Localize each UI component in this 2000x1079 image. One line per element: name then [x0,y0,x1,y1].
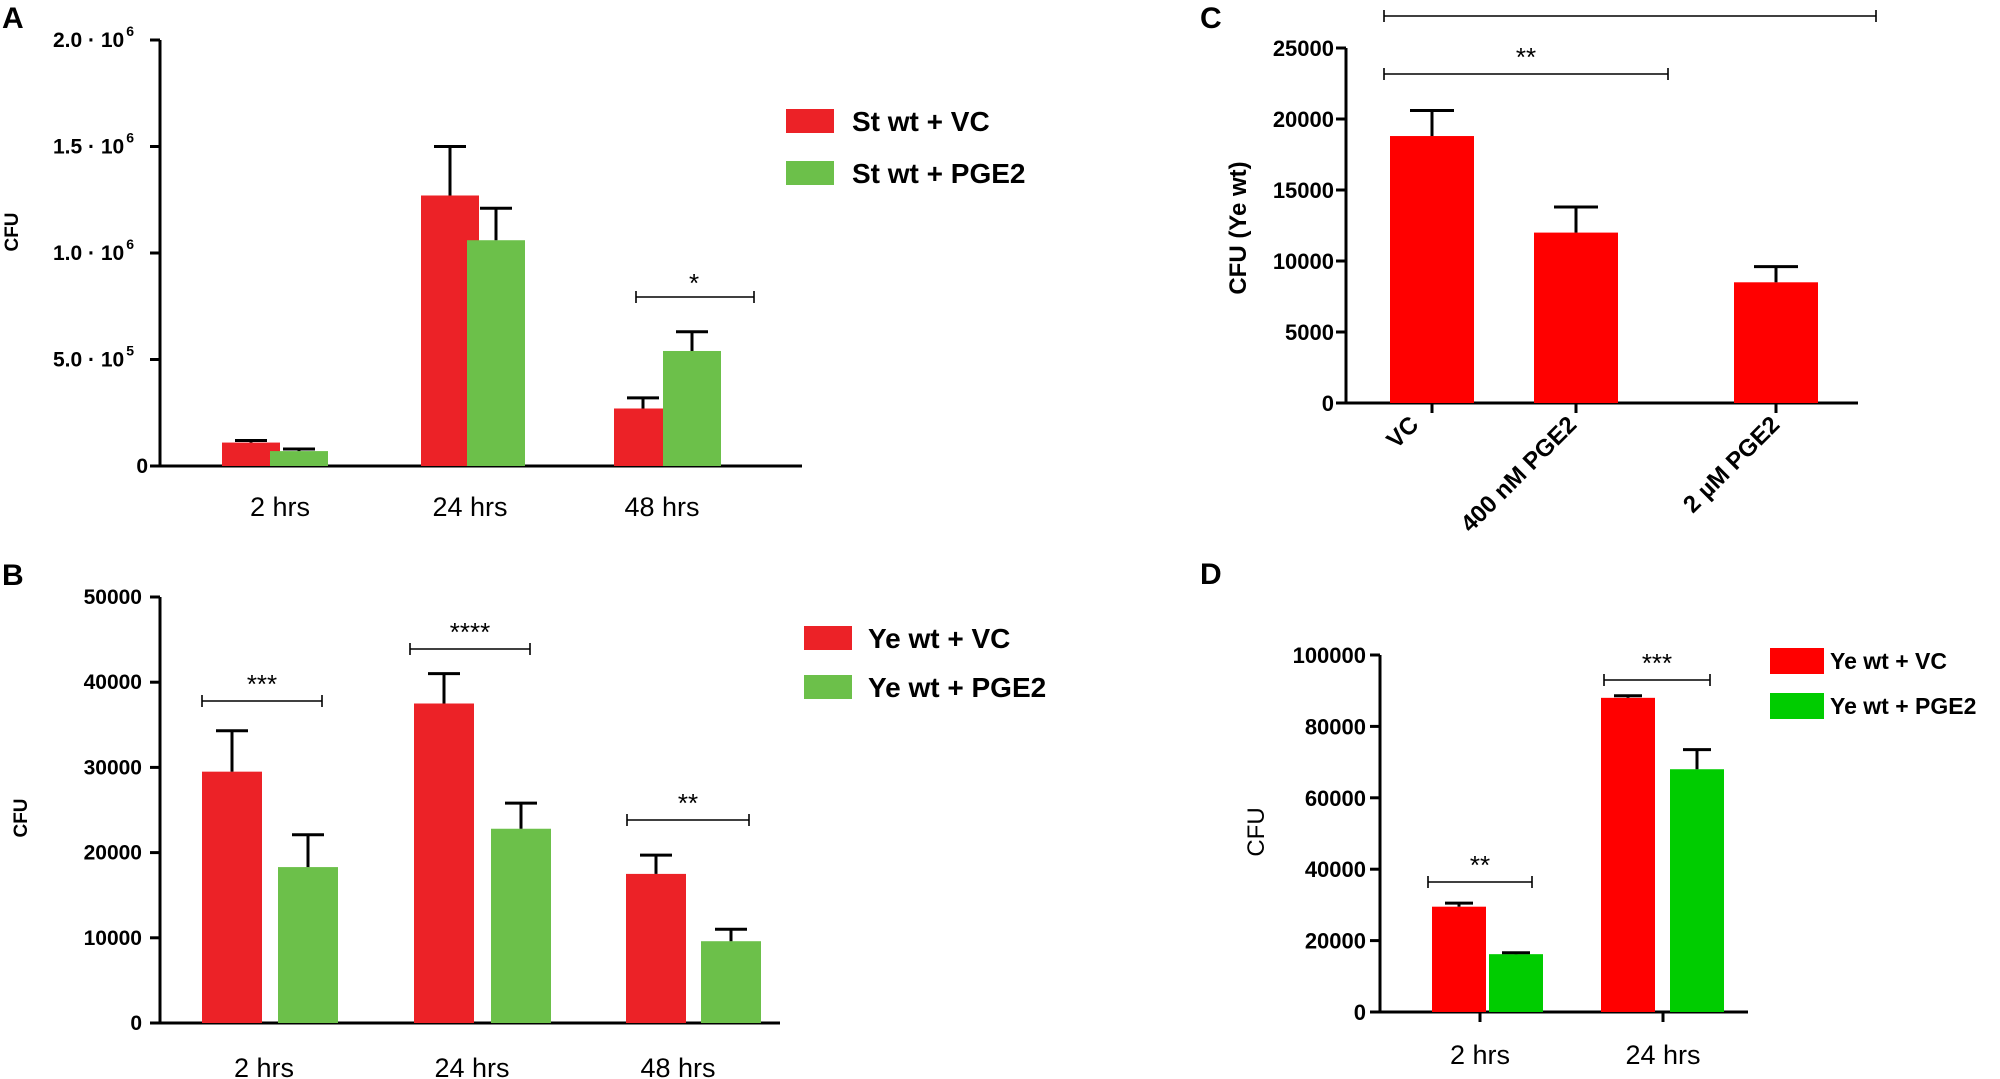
significance-label: * [689,268,699,298]
legend-swatch-pge2 [1770,693,1824,719]
bar-pge2 [467,240,525,466]
significance-label: ** [1516,42,1536,72]
y-axis-label: CFU [2,212,23,251]
y-tick-exponent: 6 [126,130,134,146]
x-tick-label: 48 hrs [624,492,699,522]
y-tick-label: 80000 [1305,714,1366,739]
bar-vc [626,873,686,1023]
x-tick-label: 2 hrs [1450,1040,1510,1070]
x-tick-label: VC [1382,411,1425,454]
panel-letter-d: D [1200,558,1222,591]
bar [1390,136,1474,404]
chart-panel-b: 0 10000 20000 30000 40000 50000 CFU 2 hrs 24 hrs… [11,586,1046,1079]
bar-pge2 [701,941,761,1023]
legend-label-vc: Ye wt + VC [1830,648,1947,674]
bar-pge2 [663,350,721,466]
x-tick-label: 2 µM PGE2 [1678,411,1785,518]
y-tick-label: 50000 [84,586,142,609]
significance-label: ** [678,788,698,818]
y-tick-mantissa: 1.5 · 10 [53,136,124,159]
bar-pge2 [270,451,328,466]
x-tick-label: 2 hrs [250,492,310,522]
y-axis-label: CFU [1243,807,1270,856]
y-tick-label: 40000 [84,671,142,694]
bar-vc [202,771,262,1023]
significance-label: *** [1642,648,1672,678]
y-tick-exponent: 6 [126,23,134,39]
y-tick-label: 10000 [1273,249,1334,274]
y-tick-mantissa: 1.0 · 10 [53,242,124,265]
y-tick-label: 1.5 · 10 6 [53,130,134,159]
bar-vc [614,408,672,466]
y-tick-mantissa: 0 [136,455,148,478]
bar [1734,282,1818,403]
legend-label-vc: St wt + VC [852,106,990,137]
legend-swatch-pge2 [804,675,852,699]
legend-swatch-vc [786,109,834,133]
y-axis-label: CFU (Ye wt) [1225,161,1252,294]
y-tick-label: 100000 [1293,643,1366,668]
x-tick-label: 24 hrs [432,492,507,522]
y-tick-label: 1.0 · 10 6 [53,236,134,265]
y-tick-label: 20000 [84,842,142,865]
panel-letter-a: A [2,2,24,35]
y-tick-label: 2.0 · 10 6 [53,23,134,52]
significance-label: ** [1620,0,1640,14]
y-tick-mantissa: 5.0 · 10 [53,349,124,372]
legend-label-pge2: Ye wt + PGE2 [1830,693,1976,719]
panel-letter-c: C [1200,2,1222,35]
panel-letter-b: B [2,559,24,592]
y-tick-label: 0 [1354,1000,1366,1025]
x-tick-label: 24 hrs [1625,1040,1700,1070]
legend-swatch-vc [804,626,852,650]
y-axis-label: CFU [11,798,32,837]
y-tick-label: 40000 [1305,857,1366,882]
y-tick-label: 25000 [1273,36,1334,61]
y-tick-label: 30000 [84,756,142,779]
x-tick-label: 48 hrs [640,1053,715,1079]
significance-label: ** [1470,850,1490,880]
legend-label-pge2: Ye wt + PGE2 [868,672,1046,703]
bar-pge2 [278,867,338,1023]
chart-panel-c: 0 5000 10000 15000 20000 25000 CFU (Ye wt) VC 40… [1225,0,1877,538]
legend-swatch-pge2 [786,161,834,185]
legend-label-vc: Ye wt + VC [868,623,1010,654]
bar-vc [1432,906,1486,1012]
bar [1534,232,1618,403]
bar-pge2 [491,828,551,1023]
bar-pge2 [1670,769,1724,1012]
bar-vc [414,703,474,1023]
chart-panel-a: 05.0 · 10 51.0 · 10 61.5 · 10 62.0 · 10 6CFU… [2,23,1026,522]
y-tick-label: 0 [136,455,148,478]
legend-swatch-vc [1770,648,1824,674]
y-tick-mantissa: 2.0 · 10 [53,29,124,52]
legend-label-pge2: St wt + PGE2 [852,158,1026,189]
chart-panel-d: 0 20000 40000 60000 80000 100000 CFU 2 hrs 24 hr… [1243,643,1976,1070]
x-tick-label: 400 nM PGE2 [1456,411,1583,538]
y-tick-label: 20000 [1305,929,1366,954]
y-tick-label: 5.0 · 10 5 [53,343,134,372]
bar-pge2 [1489,954,1543,1012]
y-tick-exponent: 6 [126,236,134,252]
y-tick-label: 10000 [84,927,142,950]
y-tick-label: 20000 [1273,107,1334,132]
x-tick-label: 2 hrs [234,1053,294,1079]
y-tick-label: 5000 [1285,320,1334,345]
y-tick-label: 60000 [1305,786,1366,811]
x-tick-label: 24 hrs [434,1053,509,1079]
y-tick-label: 0 [1322,391,1334,416]
bar-vc [222,442,280,466]
significance-label: **** [450,617,490,647]
bar-vc [1601,697,1655,1012]
y-tick-exponent: 5 [126,343,134,359]
significance-label: *** [247,669,277,699]
y-tick-label: 15000 [1273,178,1334,203]
y-tick-label: 0 [130,1012,142,1035]
